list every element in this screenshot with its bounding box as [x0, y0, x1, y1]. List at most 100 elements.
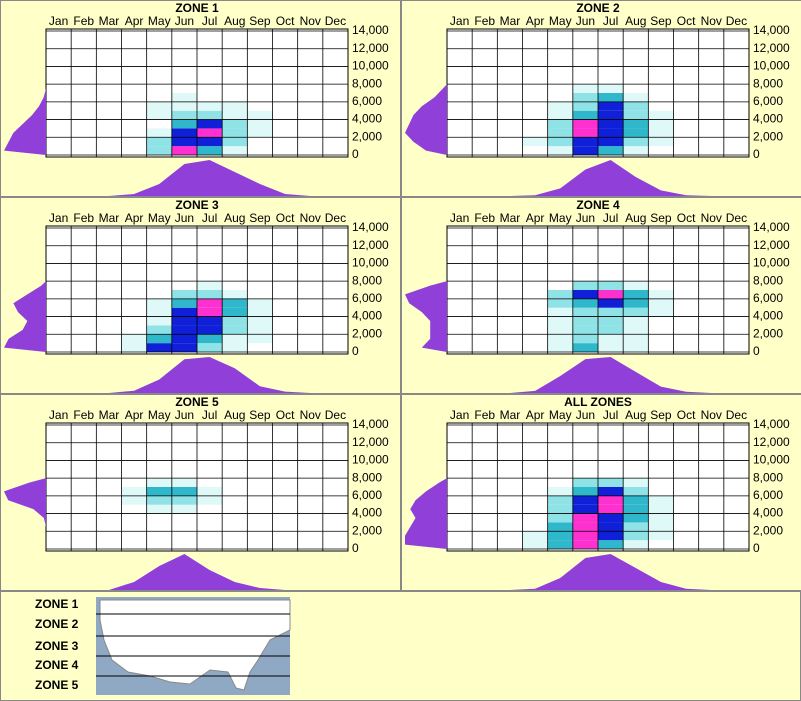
heat-cell: [197, 343, 223, 352]
x-tick-label: Mar: [500, 408, 521, 422]
x-tick-label: Oct: [677, 211, 696, 225]
heat-cell: [197, 495, 223, 505]
heat-cell: [146, 307, 172, 317]
heat-cell: [197, 146, 223, 155]
x-tick-label: Aug: [625, 211, 646, 225]
y-tick-label: 12,000: [753, 41, 790, 55]
heat-cell: [547, 290, 573, 299]
x-tick-label: Mar: [99, 14, 120, 28]
x-tick-label: Nov: [300, 211, 321, 225]
heat-cell: [171, 334, 197, 344]
heat-cell: [623, 307, 649, 317]
heat-cell: [146, 487, 172, 496]
heat-cell: [222, 119, 248, 129]
x-tick-label: May: [148, 14, 171, 28]
heat-cell: [197, 119, 223, 129]
heat-cell: [146, 298, 172, 308]
y-tick-label: 14,000: [753, 23, 790, 37]
heat-cell: [648, 531, 674, 541]
month-profile: [46, 357, 348, 393]
x-tick-label: Nov: [300, 14, 321, 28]
panel-title: ZONE 5: [175, 395, 219, 409]
x-tick-label: Sep: [650, 14, 672, 28]
y-tick-label: 12,000: [352, 41, 389, 55]
zone-label: ZONE 4: [35, 658, 79, 672]
heat-cell: [146, 137, 172, 147]
heat-cell: [247, 307, 273, 317]
y-tick-label: 8,000: [753, 273, 783, 287]
y-tick-label: 12,000: [352, 435, 389, 449]
heat-cell: [171, 325, 197, 335]
heat-cell: [547, 101, 573, 111]
heat-cell: [222, 128, 248, 138]
x-tick-label: Sep: [650, 408, 672, 422]
heat-cell: [623, 531, 649, 541]
zone-map: [96, 597, 291, 695]
x-tick-label: Mar: [99, 211, 120, 225]
x-tick-label: Dec: [726, 408, 747, 422]
x-tick-label: Sep: [650, 211, 672, 225]
heat-cell: [572, 281, 598, 290]
heat-cell: [171, 110, 197, 120]
x-tick-label: Mar: [500, 14, 521, 28]
heat-cell: [547, 128, 573, 138]
heat-cell: [197, 316, 223, 326]
y-tick-label: 0: [753, 147, 760, 161]
heat-cell: [197, 281, 223, 290]
y-tick-label: 14,000: [753, 220, 790, 234]
x-tick-label: Apr: [125, 408, 144, 422]
heat-cell: [623, 316, 649, 326]
x-tick-label: Jan: [450, 211, 469, 225]
y-tick-label: 4,000: [753, 506, 783, 520]
heat-cell: [547, 513, 573, 523]
heat-cell: [171, 504, 197, 514]
heat-cell: [598, 119, 624, 129]
x-tick-label: Jul: [202, 408, 217, 422]
heat-cell: [197, 334, 223, 344]
heat-cell: [598, 84, 624, 93]
heat-cell: [222, 325, 248, 335]
heat-cell: [547, 298, 573, 308]
heat-cell: [222, 307, 248, 317]
heat-cell: [171, 343, 197, 352]
panel-title: ZONE 1: [175, 1, 219, 15]
heat-cell: [598, 531, 624, 541]
heat-cell: [598, 478, 624, 487]
heat-cell: [598, 290, 624, 299]
heat-cell: [598, 93, 624, 102]
heat-cell: [121, 343, 147, 352]
panel-border: [401, 394, 801, 591]
heat-cell: [623, 128, 649, 138]
heat-cell: [623, 334, 649, 344]
heat-cell: [623, 146, 649, 155]
x-tick-label: Feb: [474, 211, 495, 225]
heat-cell: [547, 325, 573, 335]
x-tick-label: May: [549, 408, 572, 422]
heat-cell: [598, 137, 624, 147]
heat-cell: [598, 146, 624, 155]
month-profile: [46, 160, 348, 196]
heat-cell: [572, 307, 598, 317]
elevation-profile: [405, 478, 447, 549]
x-tick-label: Dec: [325, 408, 346, 422]
heat-cell: [648, 128, 674, 138]
y-tick-label: 12,000: [753, 435, 790, 449]
heat-cell: [623, 478, 649, 487]
heat-cell: [247, 316, 273, 326]
heat-cell: [171, 307, 197, 317]
heat-cell: [197, 290, 223, 299]
heat-cell: [171, 316, 197, 326]
heat-cell: [146, 101, 172, 111]
y-tick-label: 10,000: [753, 59, 790, 73]
heat-cell: [247, 298, 273, 308]
heat-cell: [171, 487, 197, 496]
x-tick-label: Nov: [701, 211, 722, 225]
x-tick-label: Feb: [474, 408, 495, 422]
heat-cell: [547, 146, 573, 155]
heat-cell: [171, 290, 197, 299]
heat-cell: [572, 504, 598, 514]
heat-cell: [222, 334, 248, 344]
y-tick-label: 10,000: [753, 256, 790, 270]
heat-cell: [171, 128, 197, 138]
month-profile: [46, 554, 348, 590]
